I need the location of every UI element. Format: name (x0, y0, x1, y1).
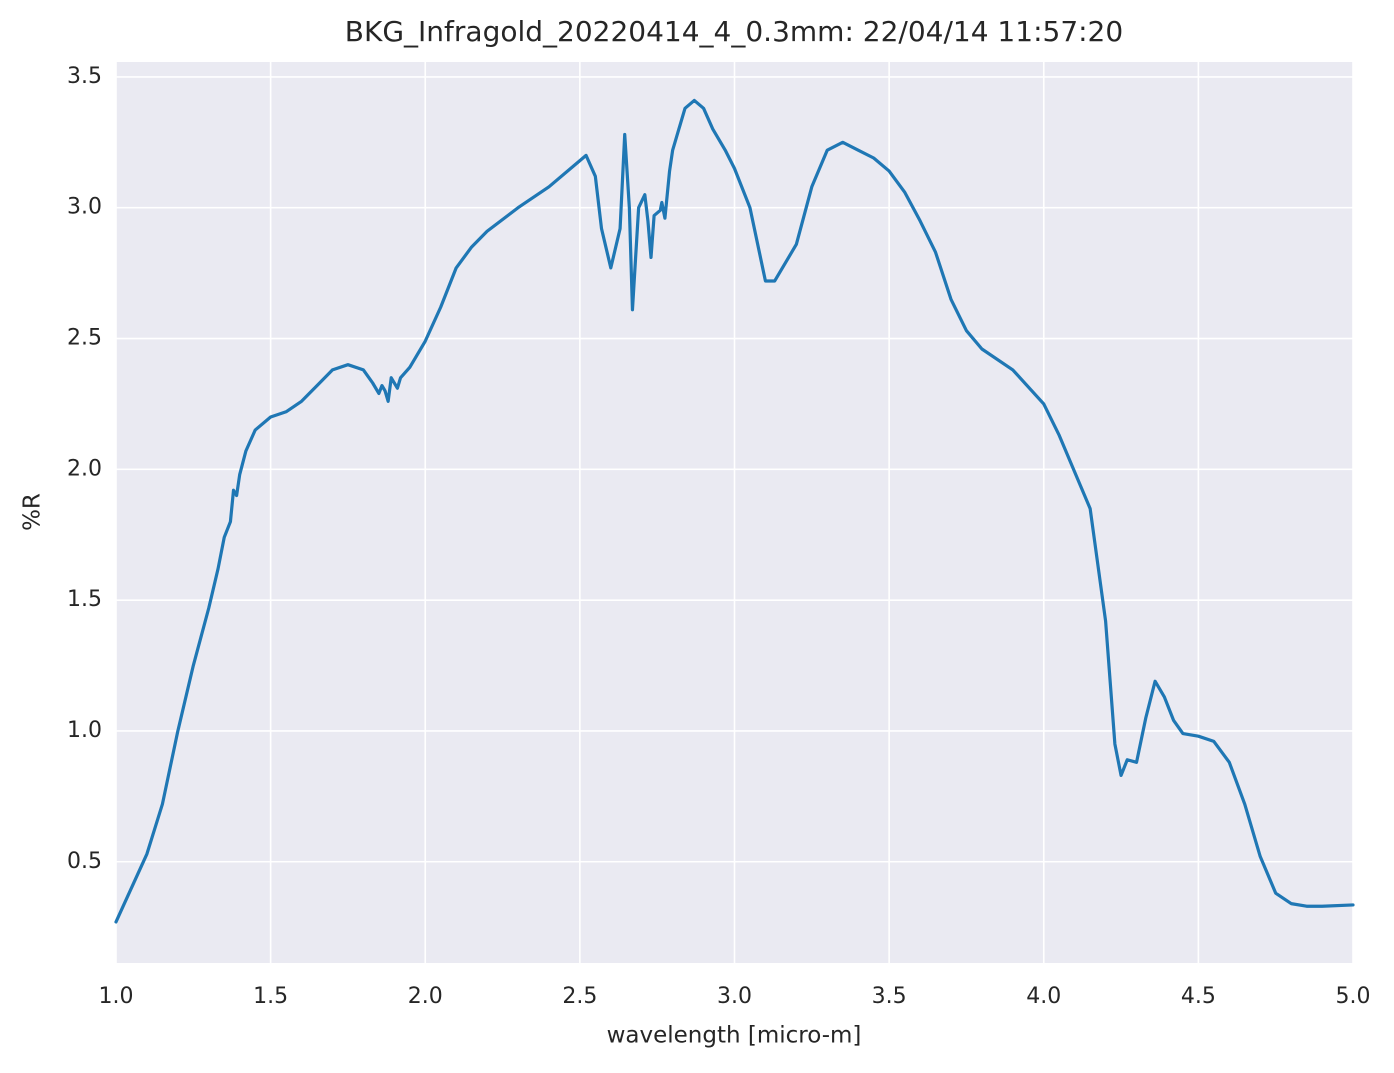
x-tick-label: 1.0 (99, 984, 134, 1009)
x-tick-label: 4.5 (1181, 984, 1216, 1009)
x-axis-label: wavelength [micro-m] (607, 1023, 862, 1049)
x-tick-label: 2.5 (562, 984, 597, 1009)
y-axis-label: %R (20, 493, 46, 531)
x-tick-label: 2.0 (408, 984, 443, 1009)
x-tick-label: 3.5 (872, 984, 907, 1009)
y-tick-label: 0.5 (67, 849, 102, 874)
y-tick-label: 2.0 (67, 456, 102, 481)
y-tick-label: 1.0 (67, 718, 102, 743)
x-tick-label: 4.0 (1026, 984, 1061, 1009)
data-line (114, 98, 1355, 924)
chart-title: BKG_Infragold_20220414_4_0.3mm: 22/04/14… (345, 15, 1123, 48)
x-tick-label: 3.0 (717, 984, 752, 1009)
x-tick-label: 1.5 (253, 984, 288, 1009)
y-tick-label: 3.0 (67, 195, 102, 220)
y-tick-label: 3.5 (67, 64, 102, 89)
x-tick-label: 5.0 (1336, 984, 1371, 1009)
y-tick-label: 2.5 (67, 326, 102, 351)
y-tick-label: 1.5 (67, 587, 102, 612)
